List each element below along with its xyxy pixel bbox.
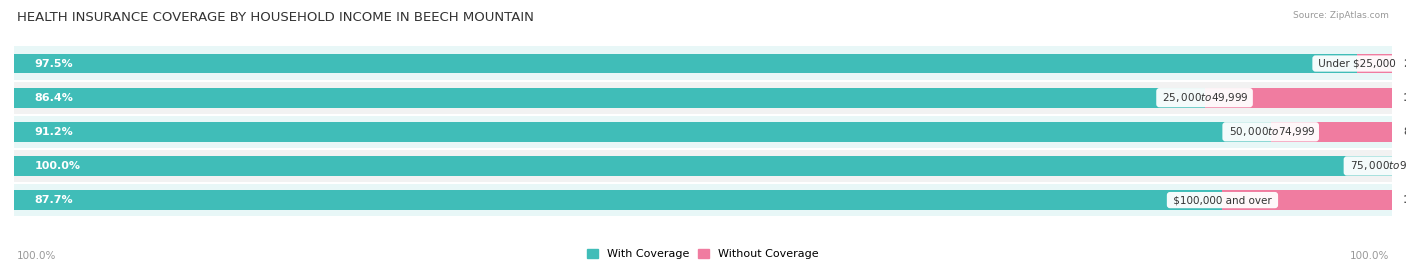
Bar [14, 88, 1205, 108]
Text: $50,000 to $74,999: $50,000 to $74,999 [1226, 125, 1316, 138]
Text: $75,000 to $99,999: $75,000 to $99,999 [1347, 160, 1406, 172]
Text: $100,000 and over: $100,000 and over [1170, 195, 1275, 205]
Bar [14, 122, 1271, 142]
Bar [1205, 88, 1392, 108]
Text: Under $25,000: Under $25,000 [1316, 59, 1399, 69]
Bar [14, 183, 1392, 217]
Text: 86.4%: 86.4% [35, 93, 73, 103]
Text: 2.5%: 2.5% [1403, 59, 1406, 69]
Bar [14, 54, 1358, 73]
Text: 87.7%: 87.7% [35, 195, 73, 205]
Bar [14, 81, 1392, 115]
Legend: With Coverage, Without Coverage: With Coverage, Without Coverage [582, 244, 824, 263]
Text: 91.2%: 91.2% [35, 127, 73, 137]
Bar [1271, 122, 1392, 142]
Text: HEALTH INSURANCE COVERAGE BY HOUSEHOLD INCOME IN BEECH MOUNTAIN: HEALTH INSURANCE COVERAGE BY HOUSEHOLD I… [17, 11, 534, 24]
Text: 100.0%: 100.0% [35, 161, 80, 171]
Text: 0.0%: 0.0% [1403, 161, 1406, 171]
Text: 100.0%: 100.0% [17, 251, 56, 261]
Text: 100.0%: 100.0% [1350, 251, 1389, 261]
Text: 13.6%: 13.6% [1403, 93, 1406, 103]
Text: 8.8%: 8.8% [1403, 127, 1406, 137]
Bar [1358, 54, 1392, 73]
Bar [14, 47, 1392, 81]
Bar [14, 115, 1392, 149]
Text: $25,000 to $49,999: $25,000 to $49,999 [1160, 91, 1250, 104]
Text: Source: ZipAtlas.com: Source: ZipAtlas.com [1294, 11, 1389, 20]
Text: 97.5%: 97.5% [35, 59, 73, 69]
Bar [14, 190, 1222, 210]
Bar [1222, 190, 1392, 210]
Bar [14, 156, 1392, 176]
Bar [14, 149, 1392, 183]
Text: 12.3%: 12.3% [1403, 195, 1406, 205]
